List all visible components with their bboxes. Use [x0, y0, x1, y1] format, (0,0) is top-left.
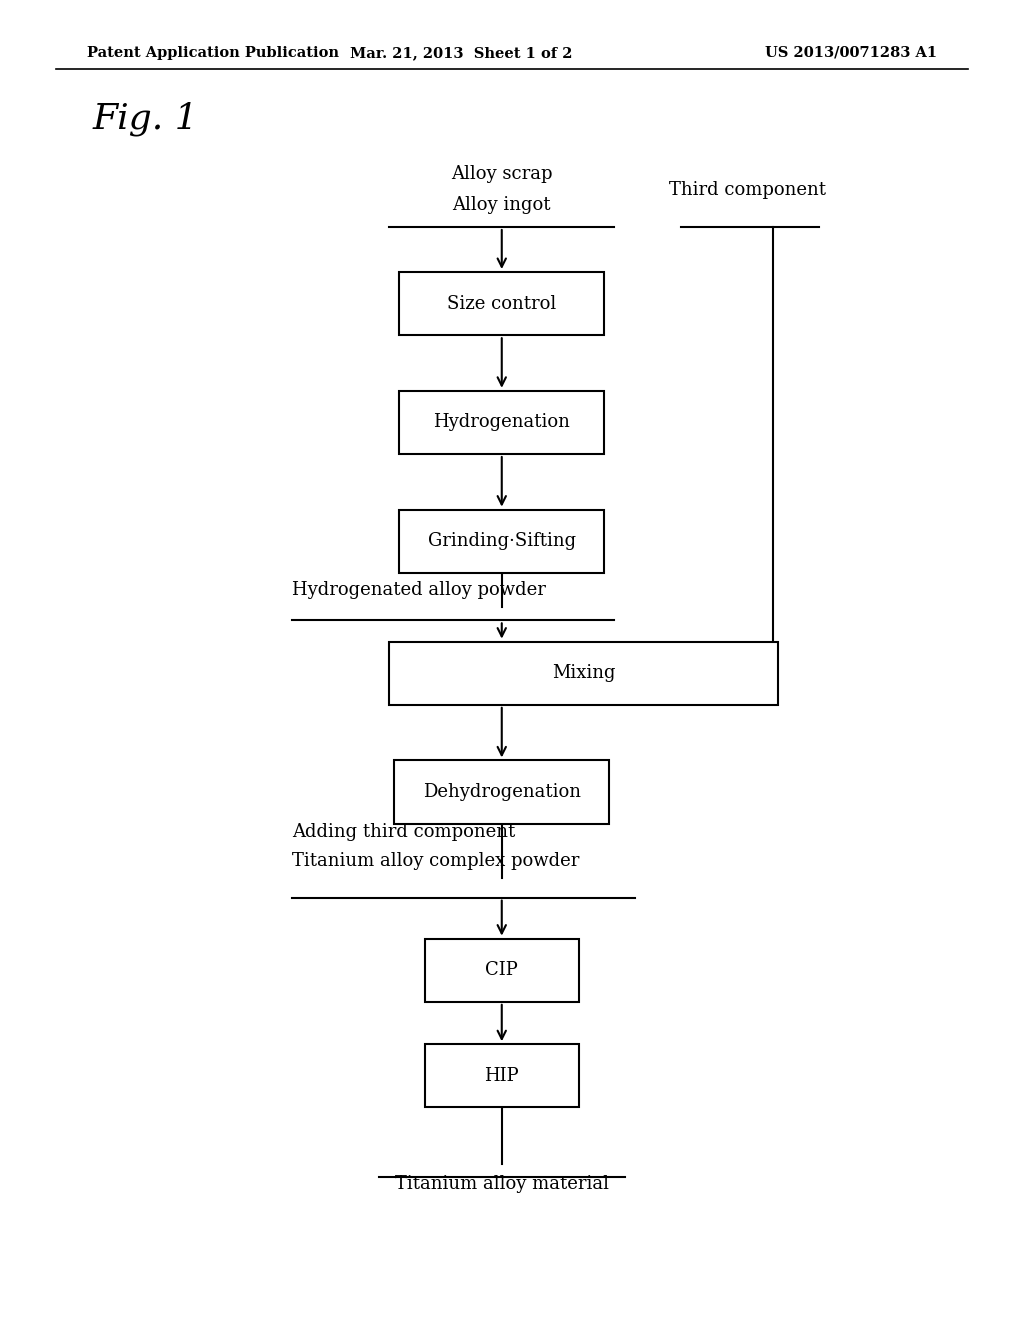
Text: Fig. 1: Fig. 1: [92, 102, 198, 136]
Bar: [399, 510, 604, 573]
Text: HIP: HIP: [484, 1067, 519, 1085]
Text: Patent Application Publication: Patent Application Publication: [87, 46, 339, 59]
Text: Alloy scrap: Alloy scrap: [451, 165, 553, 183]
Bar: [394, 760, 609, 824]
Text: Adding third component: Adding third component: [292, 822, 515, 841]
Text: Alloy ingot: Alloy ingot: [453, 195, 551, 214]
Text: Size control: Size control: [447, 294, 556, 313]
Bar: [399, 272, 604, 335]
Text: Third component: Third component: [669, 181, 826, 199]
Text: Mar. 21, 2013  Sheet 1 of 2: Mar. 21, 2013 Sheet 1 of 2: [349, 46, 572, 59]
Bar: [425, 939, 579, 1002]
Text: Titanium alloy complex powder: Titanium alloy complex powder: [292, 851, 580, 870]
Text: US 2013/0071283 A1: US 2013/0071283 A1: [765, 46, 937, 59]
Text: Dehydrogenation: Dehydrogenation: [423, 783, 581, 801]
Text: Titanium alloy material: Titanium alloy material: [395, 1175, 608, 1193]
Text: Mixing: Mixing: [552, 664, 615, 682]
Text: Grinding·Sifting: Grinding·Sifting: [428, 532, 575, 550]
Text: Hydrogenation: Hydrogenation: [433, 413, 570, 432]
Text: Hydrogenated alloy powder: Hydrogenated alloy powder: [292, 581, 546, 599]
Bar: [425, 1044, 579, 1107]
Bar: [389, 642, 778, 705]
Bar: [399, 391, 604, 454]
Text: CIP: CIP: [485, 961, 518, 979]
